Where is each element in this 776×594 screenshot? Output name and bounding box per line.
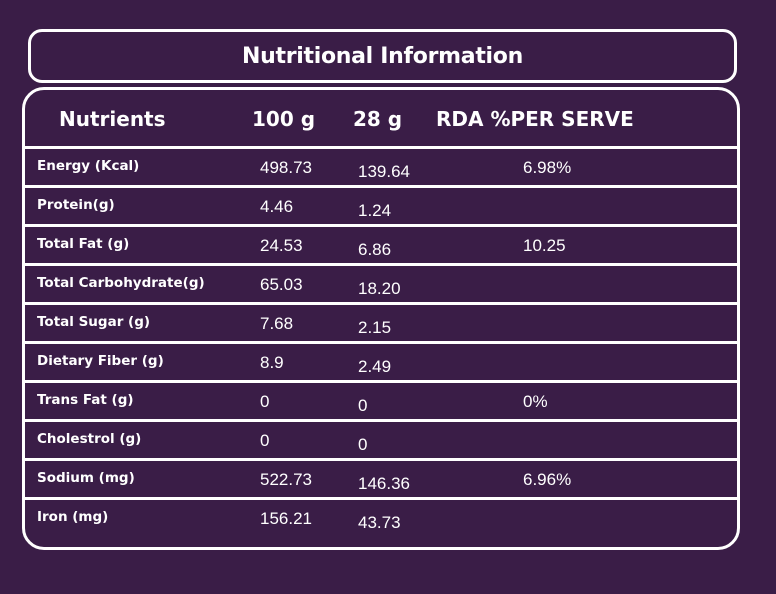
page-title: Nutritional Information [242, 43, 523, 69]
table-row: Total Carbohydrate(g) 65.03 18.20 [25, 263, 737, 302]
value-rda: 10.25 [523, 236, 566, 255]
title-box: Nutritional Information [28, 29, 737, 83]
table-row: Trans Fat (g) 0 0 0% [25, 380, 737, 419]
nutrient-name: Total Fat (g) [37, 236, 130, 252]
value-28g: 0 [358, 435, 368, 454]
table-row: Protein(g) 4.46 1.24 [25, 185, 737, 224]
value-100g: 8.9 [260, 353, 284, 372]
value-rda: 6.98% [523, 158, 572, 177]
nutrient-name: Total Carbohydrate(g) [37, 275, 205, 291]
value-100g: 498.73 [260, 158, 312, 177]
nutrition-table: Nutrients 100 g 28 g RDA %PER SERVE Ener… [22, 87, 740, 550]
table-row: Sodium (mg) 522.73 146.36 6.96% [25, 458, 737, 497]
value-100g: 522.73 [260, 470, 312, 489]
nutrient-name: Cholestrol (g) [37, 431, 142, 447]
table-row: Iron (mg) 156.21 43.73 [25, 497, 737, 536]
value-28g: 43.73 [358, 513, 401, 532]
value-100g: 0 [260, 431, 270, 450]
value-100g: 0 [260, 392, 270, 411]
value-28g: 2.49 [358, 357, 392, 376]
header-rda: RDA %PER SERVE [436, 107, 634, 131]
value-rda: 6.96% [523, 470, 572, 489]
nutrient-name: Trans Fat (g) [37, 392, 134, 408]
value-100g: 4.46 [260, 197, 294, 216]
value-rda: 0% [523, 392, 548, 411]
nutrient-name: Dietary Fiber (g) [37, 353, 164, 369]
table-row: Energy (Kcal) 498.73 139.64 6.98% [25, 146, 737, 185]
value-100g: 65.03 [260, 275, 303, 294]
header-nutrients: Nutrients [59, 107, 166, 131]
nutrient-name: Protein(g) [37, 197, 115, 213]
value-28g: 139.64 [358, 162, 410, 181]
header-100g: 100 g [252, 107, 316, 131]
value-28g: 1.24 [358, 201, 392, 220]
value-28g: 146.36 [358, 474, 410, 493]
value-28g: 0 [358, 396, 368, 415]
value-100g: 7.68 [260, 314, 294, 333]
nutrient-name: Iron (mg) [37, 509, 109, 525]
value-28g: 6.86 [358, 240, 392, 259]
value-28g: 2.15 [358, 318, 392, 337]
nutrient-name: Total Sugar (g) [37, 314, 151, 330]
table-row: Total Fat (g) 24.53 6.86 10.25 [25, 224, 737, 263]
table-row: Dietary Fiber (g) 8.9 2.49 [25, 341, 737, 380]
value-100g: 24.53 [260, 236, 303, 255]
table-row: Cholestrol (g) 0 0 [25, 419, 737, 458]
value-28g: 18.20 [358, 279, 401, 298]
table-header: Nutrients 100 g 28 g RDA %PER SERVE [25, 90, 737, 146]
table-row: Total Sugar (g) 7.68 2.15 [25, 302, 737, 341]
nutrient-name: Sodium (mg) [37, 470, 135, 486]
header-28g: 28 g [353, 107, 403, 131]
nutrient-name: Energy (Kcal) [37, 158, 140, 174]
value-100g: 156.21 [260, 509, 312, 528]
